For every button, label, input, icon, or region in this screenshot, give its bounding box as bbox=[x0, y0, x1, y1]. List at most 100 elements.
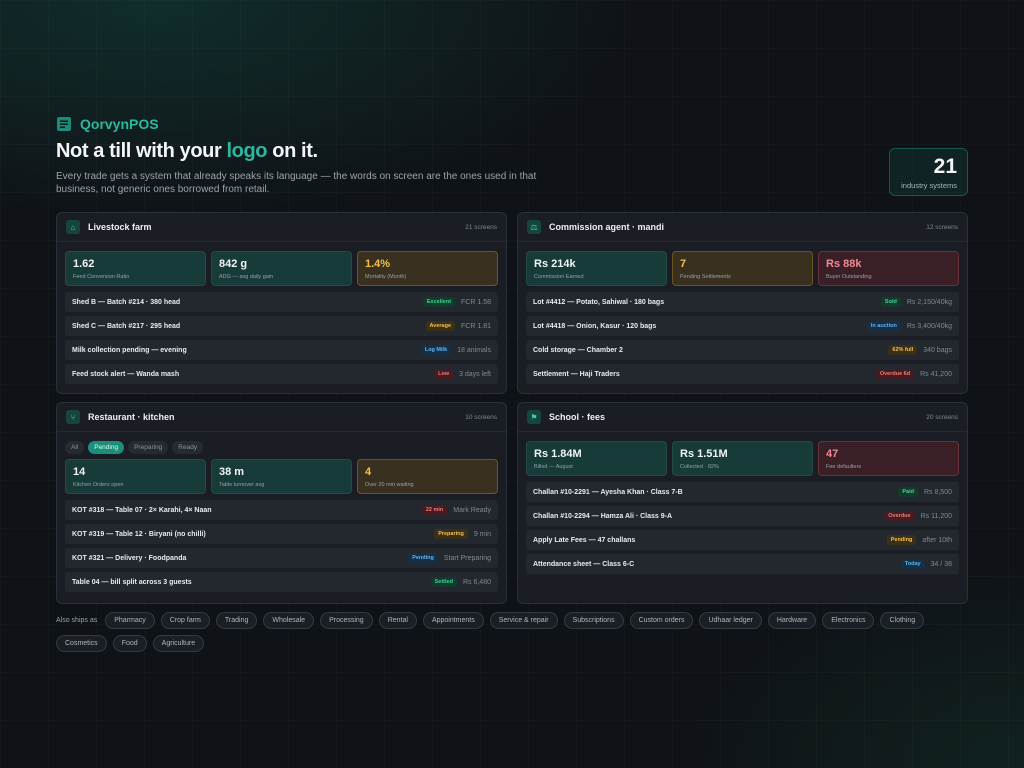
status-badge: Settled bbox=[430, 577, 457, 587]
status-badge: Excellent bbox=[422, 297, 456, 307]
panel-livestock-farm: ⌂ Livestock farm 21 screens 1.62 Feed Conver… bbox=[56, 212, 507, 394]
industry-pill[interactable]: Electronics bbox=[822, 612, 875, 629]
industry-pill[interactable]: Rental bbox=[378, 612, 417, 629]
metric-card: Rs 1.84M Billed — August bbox=[526, 441, 667, 476]
status-filter: All Pending Preparing Ready bbox=[65, 441, 498, 454]
list-item[interactable]: Challan #10-2291 — Ayesha Khan · Class 7… bbox=[526, 482, 959, 502]
metric-card: Rs 88k Buyer Outstanding bbox=[818, 251, 959, 286]
list-item-meta: Rs 8,500 bbox=[923, 488, 952, 496]
brand-name: QorvynPOS bbox=[80, 116, 159, 132]
industry-pill[interactable]: Subscriptions bbox=[563, 612, 624, 629]
industry-pill[interactable]: Wholesale bbox=[263, 612, 315, 629]
industry-count-label: industry systems bbox=[901, 181, 957, 190]
list-item[interactable]: Attendance sheet — Class 6-C Today 34 / 38 bbox=[526, 554, 959, 574]
list-item-meta: Rs 2,150/40kg bbox=[906, 298, 952, 306]
industry-pill[interactable]: Clothing bbox=[880, 612, 925, 629]
status-badge: Pending bbox=[408, 553, 438, 563]
list-item-meta: 18 animals bbox=[457, 346, 491, 354]
list-item[interactable]: KOT #319 — Table 12 · Biryani (no chilli… bbox=[65, 524, 498, 544]
metric-label: Kitchen Orders open bbox=[73, 482, 124, 488]
utensils-icon: ⑂ bbox=[66, 410, 80, 424]
list-item-text: Challan #10-2291 — Ayesha Khan · Class 7… bbox=[533, 488, 683, 496]
scale-icon: ⚖ bbox=[527, 220, 541, 234]
metric-cards: Rs 1.84M Billed — August Rs 1.51M Collected… bbox=[526, 441, 959, 476]
metric-value: 842 g bbox=[219, 258, 248, 270]
industry-count-card: 21 industry systems bbox=[889, 148, 968, 196]
status-badge: Today bbox=[900, 559, 925, 569]
panel-header: ⌂ Livestock farm 21 screens bbox=[57, 213, 506, 242]
filter-chip-ready[interactable]: Ready bbox=[172, 441, 204, 454]
list-item[interactable]: Table 04 — bill split across 3 guests Set… bbox=[65, 572, 498, 592]
list-item[interactable]: KOT #318 — Table 07 · 2× Karahi, 4× Naan… bbox=[65, 500, 498, 520]
list-item[interactable]: Cold storage — Chamber 2 62% full 340 bags bbox=[526, 340, 959, 360]
status-badge: 22 min bbox=[421, 505, 448, 515]
ships-label: Also ships as bbox=[56, 617, 98, 624]
list-item-meta: Start Preparing bbox=[443, 554, 491, 562]
industry-pill[interactable]: Pharmacy bbox=[105, 612, 155, 629]
panel-screen-count: 21 screens bbox=[465, 223, 497, 231]
list-item[interactable]: Lot #4418 — Onion, Kasur · 120 bags In au… bbox=[526, 316, 959, 336]
panel-body: Rs 214k Commission Earned 7 Pending Settlem… bbox=[518, 242, 967, 384]
metric-value: Rs 1.51M bbox=[680, 448, 728, 460]
barn-icon: ⌂ bbox=[66, 220, 80, 234]
list-item-text: Table 04 — bill split across 3 guests bbox=[72, 578, 192, 586]
industry-pill[interactable]: Appointments bbox=[422, 612, 484, 629]
industry-pill[interactable]: Hardware bbox=[767, 612, 817, 629]
list-item-text: Shed B — Batch #214 · 380 head bbox=[72, 298, 181, 306]
metric-value: Rs 214k bbox=[534, 258, 576, 270]
metric-card: 1.4% Mortality (Month) bbox=[357, 251, 498, 286]
metric-value: 1.62 bbox=[73, 258, 95, 270]
metric-card: 14 Kitchen Orders open bbox=[65, 459, 206, 494]
metric-label: Over 20 min waiting bbox=[365, 482, 414, 488]
metric-label: ADG — avg daily gain bbox=[219, 274, 274, 280]
list-item[interactable]: Settlement — Haji Traders Overdue 6d Rs 41… bbox=[526, 364, 959, 384]
list-item-meta: 34 / 38 bbox=[930, 560, 952, 568]
industry-pill[interactable]: Custom orders bbox=[629, 612, 694, 629]
industry-pill[interactable]: Service & repair bbox=[489, 612, 558, 629]
status-badge: Overdue bbox=[884, 511, 915, 521]
metric-label: Buyer Outstanding bbox=[826, 274, 872, 280]
filter-chip-preparing[interactable]: Preparing bbox=[128, 441, 169, 454]
panel-commission-agent-mandi: ⚖ Commission agent · mandi 12 screens Rs 21… bbox=[517, 212, 968, 394]
list-item[interactable]: Challan #10-2294 — Hamza Ali · Class 9-A… bbox=[526, 506, 959, 526]
industry-pill[interactable]: Trading bbox=[215, 612, 258, 629]
filter-chip-all[interactable]: All bbox=[65, 441, 85, 454]
hero-subtitle: Every trade gets a system that already s… bbox=[56, 171, 537, 195]
list-item-text: Apply Late Fees — 47 challans bbox=[533, 536, 636, 544]
list-item[interactable]: Shed B — Batch #214 · 380 head Excellent F… bbox=[65, 292, 498, 312]
list-item-text: Settlement — Haji Traders bbox=[533, 370, 620, 378]
status-badge: 62% full bbox=[888, 345, 918, 355]
list-item[interactable]: KOT #321 — Delivery · Foodpanda Pending St… bbox=[65, 548, 498, 568]
filter-chip-pending[interactable]: Pending bbox=[88, 441, 125, 454]
metric-card: Rs 1.51M Collected · 82% bbox=[672, 441, 813, 476]
panel-header: ⚖ Commission agent · mandi 12 screens bbox=[518, 213, 967, 242]
panel-title: Livestock farm bbox=[88, 222, 152, 232]
list-item[interactable]: Shed C — Batch #217 · 295 head Average FCR… bbox=[65, 316, 498, 336]
list-item[interactable]: Feed stock alert — Wanda mash Low 3 days l… bbox=[65, 364, 498, 384]
metric-card: 38 m Table turnover avg bbox=[211, 459, 352, 494]
status-badge: Log Milk bbox=[420, 345, 452, 355]
panel-title: School · fees bbox=[549, 412, 606, 422]
industry-pill[interactable]: Processing bbox=[320, 612, 373, 629]
panel-title: Restaurant · kitchen bbox=[88, 412, 175, 422]
panel-screen-count: 20 screens bbox=[926, 413, 958, 421]
industry-pill[interactable]: Food bbox=[112, 635, 147, 652]
industry-pill[interactable]: Udhaar ledger bbox=[699, 612, 762, 629]
metric-label: Collected · 82% bbox=[680, 464, 719, 470]
metric-label: Commission Earned bbox=[534, 274, 584, 280]
list-item[interactable]: Milk collection pending — evening Log Mil… bbox=[65, 340, 498, 360]
metric-label: Table turnover avg bbox=[219, 482, 265, 488]
list-item[interactable]: Apply Late Fees — 47 challans Pending afte… bbox=[526, 530, 959, 550]
panel-header: ⚑ School · fees 20 screens bbox=[518, 403, 967, 432]
status-badge: Paid bbox=[898, 487, 918, 497]
status-badge: Low bbox=[434, 369, 454, 379]
status-badge: Preparing bbox=[434, 529, 468, 539]
graduation-cap-icon: ⚑ bbox=[527, 410, 541, 424]
industry-pill[interactable]: Crop farm bbox=[160, 612, 210, 629]
metric-card: 4 Over 20 min waiting bbox=[357, 459, 498, 494]
metric-card: Rs 214k Commission Earned bbox=[526, 251, 667, 286]
list-item[interactable]: Lot #4412 — Potato, Sahiwal · 180 bags So… bbox=[526, 292, 959, 312]
industry-pill[interactable]: Cosmetics bbox=[56, 635, 107, 652]
industry-pill[interactable]: Agriculture bbox=[152, 635, 205, 652]
metric-card: 7 Pending Settlements bbox=[672, 251, 813, 286]
